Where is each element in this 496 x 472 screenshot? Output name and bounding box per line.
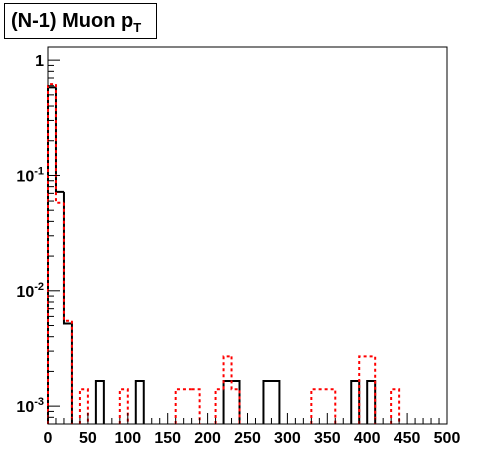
plot-frame: [47, 46, 448, 425]
y-tick-label-0: 1: [35, 53, 44, 70]
series-1-bin-20-30: [62, 202, 73, 424]
x-tick-label-100: 100: [114, 430, 141, 447]
x-tick-label-300: 300: [274, 430, 301, 447]
x-tick-label-150: 150: [154, 430, 181, 447]
y-tick-label--3: 10-3: [16, 396, 44, 416]
x-tick-label-500: 500: [434, 430, 461, 447]
series-1-bin-210-220: [214, 388, 224, 424]
series-1-bin-10-20: [54, 84, 64, 204]
series-layer: [47, 83, 401, 424]
x-tick-label-400: 400: [354, 430, 381, 447]
series-1-bin-220-230: [222, 355, 232, 390]
series-1-bin-180-190: [191, 388, 201, 424]
x-tick-label-250: 250: [234, 430, 261, 447]
series-1-bin-330-360: [310, 388, 337, 424]
series-0-bin-380-390: [350, 380, 361, 424]
x-tick-label-200: 200: [194, 430, 221, 447]
series-1-bin-430-440: [390, 388, 401, 424]
chart-title: (N-1) Muon pT: [4, 3, 157, 39]
x-tick-label-350: 350: [314, 430, 341, 447]
y-tick-label--2: 10-2: [16, 281, 44, 301]
y-tick-label--1: 10-1: [16, 165, 44, 185]
series-1-bin-40-50: [78, 388, 89, 424]
x-tick-label-450: 450: [394, 430, 421, 447]
axis-layer: 0 50 100 150 200 250 300 350 400 450 500 1 10-1 10-2 1…: [16, 53, 460, 447]
series-1-bin-0-10: [47, 83, 56, 424]
series-1-bin-230-240: [230, 356, 241, 424]
series-0-bin-270-290: [262, 380, 281, 424]
series-0-bin-400-410: [366, 380, 377, 424]
series-0-bin-60-70: [94, 380, 105, 424]
chart-title-main: (N-1) Muon p: [11, 10, 134, 32]
x-tick-label-0: 0: [44, 430, 53, 447]
x-tick-label-50: 50: [79, 430, 97, 447]
series-0-bin-110-120: [134, 380, 145, 424]
series-0-bin-10-20: [54, 87, 64, 193]
chart-title-subscript: T: [133, 20, 142, 35]
series-1-bin-90-100: [118, 388, 129, 424]
series-0-bin-20-30: [62, 191, 73, 424]
